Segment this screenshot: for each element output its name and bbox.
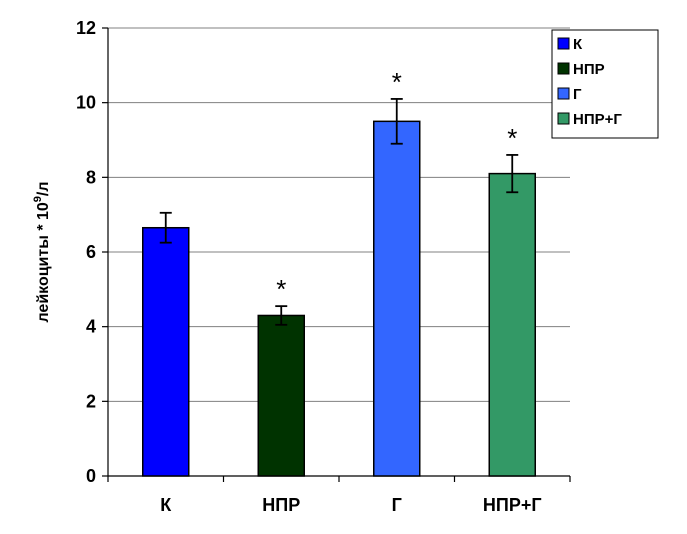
significance-markers: * * *: [253, 64, 541, 304]
bar: [373, 120, 421, 477]
legend-label: НПР: [573, 61, 605, 78]
legend-label: НПР+Г: [573, 111, 622, 128]
y-tick-label: 10: [76, 93, 96, 113]
y-axis-label: лейкоциты * 109/л: [32, 181, 52, 322]
x-tick-labels: К НПР Г НПР+Г: [160, 495, 541, 515]
legend: К НПР Г НПР+Г: [551, 29, 659, 139]
significance-star: *: [392, 67, 402, 97]
legend-swatch: [557, 37, 570, 50]
x-tick-label: НПР+Г: [483, 495, 542, 515]
y-tick-label: 12: [76, 18, 96, 38]
legend-frame: [551, 29, 659, 139]
y-axis-label-main: лейкоциты * 10: [35, 202, 52, 322]
x-tick-label: НПР: [262, 495, 300, 515]
x-tick-label: Г: [392, 495, 402, 515]
bar: [488, 172, 536, 477]
legend-swatch: [557, 112, 570, 125]
y-tick-label: 2: [86, 391, 96, 411]
star-backdrop: [368, 64, 425, 95]
bar: [257, 314, 305, 477]
y-axis-label-tail: /л: [35, 181, 52, 196]
y-tick-label: 8: [86, 167, 96, 187]
legend-swatch: [557, 62, 570, 75]
y-tick-label: 6: [86, 242, 96, 262]
x-tick-label: К: [160, 495, 172, 515]
bars: [142, 120, 536, 477]
y-tick-label: 0: [86, 466, 96, 486]
y-axis-label-superscript: 9: [32, 196, 44, 202]
legend-label: К: [573, 36, 583, 53]
star-backdrop: [484, 120, 541, 151]
legend-swatch: [557, 87, 570, 100]
error-bars: [159, 98, 519, 326]
y-tick-labels: 0 2 4 6 8 10 12: [76, 18, 96, 486]
star-backdrop: [253, 272, 310, 303]
legend-label: Г: [573, 86, 582, 103]
y-tick-label: 4: [86, 317, 96, 337]
significance-star: *: [507, 123, 517, 153]
bar: [142, 226, 190, 477]
significance-star: *: [276, 274, 286, 304]
